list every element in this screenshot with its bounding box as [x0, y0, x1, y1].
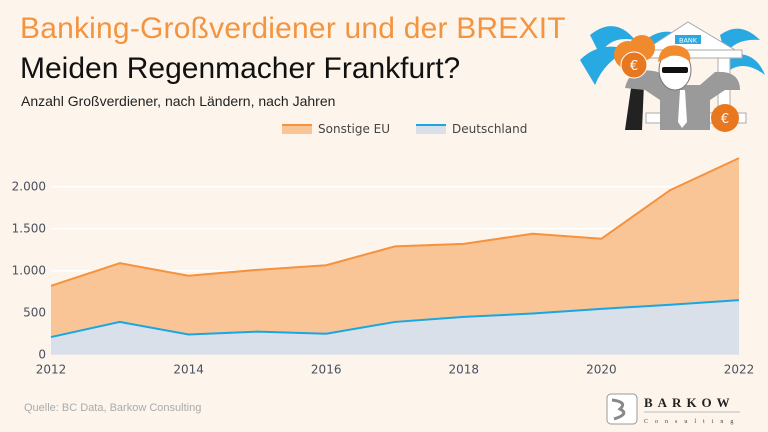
bank-sign-text: BANK [679, 37, 698, 45]
x-tick-label: 2018 [449, 363, 480, 377]
x-tick-label: 2014 [173, 363, 204, 377]
banker-illustration: BANK € € [580, 21, 765, 132]
bank-sign [675, 35, 701, 44]
chart-subtitle: Anzahl Großverdiener, nach Ländern, nach… [21, 93, 336, 109]
legend-swatch-sonstige-eu [282, 124, 312, 134]
svg-text:BARKOW: BARKOW [644, 395, 735, 410]
svg-text:Consulting: Consulting [644, 419, 740, 425]
x-tick-label: 2016 [311, 363, 342, 377]
svg-text:€: € [721, 112, 729, 127]
x-tick-label: 2012 [36, 363, 67, 377]
banker-figure [625, 45, 740, 130]
x-tick-label: 2020 [586, 363, 617, 377]
barkow-consulting-logo: BARKOW Consulting [606, 393, 740, 425]
y-tick-label: 500 [23, 306, 46, 320]
chart-headline: Meiden Regenmacher Frankfurt? [20, 52, 461, 85]
svg-text:€: € [630, 59, 638, 74]
y-tick-label: 1.500 [12, 222, 46, 236]
area-sonstige-eu [51, 158, 739, 338]
y-tick-label: 0 [38, 348, 46, 362]
x-tick-label: 2022 [724, 363, 755, 377]
chart-title: Banking-Großverdiener und der BREXIT [20, 12, 566, 45]
legend-label-deutschland: Deutschland [452, 122, 528, 136]
legend: Sonstige EU Deutschland [282, 122, 527, 136]
legend-label-sonstige-eu: Sonstige EU [318, 122, 391, 136]
y-tick-label: 2.000 [12, 180, 46, 194]
y-tick-label: 1.000 [12, 264, 46, 278]
area-chart: 0 500 1.000 1.500 2.000 2012 2014 2016 2018 2020 2… [12, 157, 755, 377]
area-deutschland [51, 300, 739, 355]
source-note: Quelle: BC Data, Barkow Consulting [24, 402, 202, 414]
euro-coin-icon: € € [614, 35, 739, 132]
legend-swatch-deutschland [416, 124, 447, 134]
